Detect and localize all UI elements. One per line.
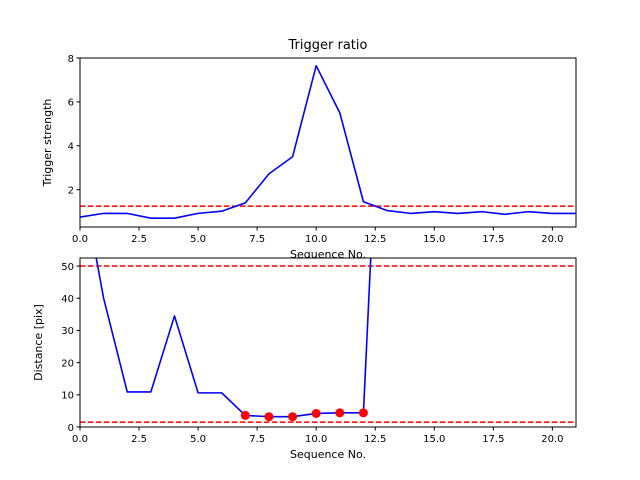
chart-title: Trigger ratio <box>288 38 368 53</box>
x-tick-label: 10.0 <box>305 434 327 445</box>
x-tick-label: 12.5 <box>364 234 386 245</box>
axes-frame <box>79 57 577 228</box>
x-tick-label: 2.5 <box>131 234 147 245</box>
x-tick-label: 17.5 <box>482 234 504 245</box>
y-tick-label: 50 <box>61 262 74 273</box>
marker-point <box>288 412 298 422</box>
y-tick-label: 2 <box>68 185 74 196</box>
x-tick-label: 7.5 <box>249 234 265 245</box>
x-tick-label: 5.0 <box>190 434 206 445</box>
plot-area <box>80 258 576 427</box>
distance-panel: 0.0 2.5 5.0 7.5 10.0 12.5 15.0 17.5 20.0 0 10 20 30 4… <box>32 257 577 461</box>
x-tick-label: 5.0 <box>190 234 206 245</box>
marker-point <box>335 408 345 418</box>
y-tick-label: 6 <box>68 98 74 109</box>
axes-frame <box>79 257 577 428</box>
x-tick-label: 17.5 <box>482 434 504 445</box>
y-tick-label: 40 <box>61 294 74 305</box>
marker-point <box>311 408 321 418</box>
data-layer <box>80 64 576 220</box>
marker-point <box>358 408 368 418</box>
y-axis-label: Trigger strength <box>41 99 54 188</box>
y-tick-label: 0 <box>68 423 74 434</box>
x-tick-label: 12.5 <box>364 434 386 445</box>
x-tick-label: 7.5 <box>249 434 265 445</box>
marker-point <box>240 410 250 420</box>
x-tick-label: 15.0 <box>423 234 445 245</box>
x-tick-label: 0.0 <box>72 234 88 245</box>
y-tick-label: 8 <box>68 54 74 65</box>
series-line <box>80 64 576 220</box>
x-tick-label: 0.0 <box>72 434 88 445</box>
y-tick-label: 4 <box>68 142 74 153</box>
x-tick-label: 20.0 <box>541 434 563 445</box>
x-tick-label: 2.5 <box>131 434 147 445</box>
x-tick-label: 20.0 <box>541 234 563 245</box>
x-tick-label: 10.0 <box>305 234 327 245</box>
x-axis-label: Sequence No. <box>290 448 366 461</box>
data-layer <box>80 258 576 423</box>
y-axis-label: Distance [pix] <box>32 304 45 381</box>
y-tick-label: 20 <box>61 358 74 369</box>
plot-area <box>80 58 576 227</box>
x-tick-label: 15.0 <box>423 434 445 445</box>
y-tick-label: 30 <box>61 326 74 337</box>
marker-point <box>264 412 274 422</box>
trigger-strength-panel: 0.0 2.5 5.0 7.5 10.0 12.5 15.0 17.5 20.02468Sequ… <box>41 38 577 261</box>
y-tick-label: 10 <box>61 391 74 402</box>
